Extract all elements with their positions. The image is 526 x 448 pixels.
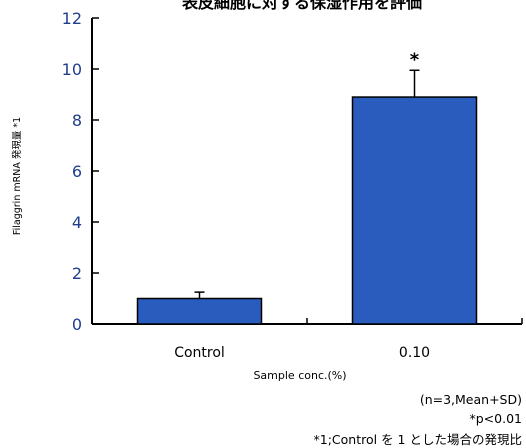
x-axis-label: Sample conc.(%) — [253, 369, 346, 382]
y-tick-label: 8 — [72, 111, 82, 130]
y-tick-label: 6 — [72, 162, 82, 181]
y-tick-label: 10 — [62, 60, 82, 79]
y-tick-label: 4 — [72, 213, 82, 232]
x-tick-label: Control — [174, 345, 225, 361]
significance-note: *p<0.01 — [469, 411, 523, 426]
x-tick-label: 0.10 — [399, 345, 430, 361]
y-tick-label: 12 — [62, 9, 82, 28]
y-tick-label: 2 — [72, 264, 82, 283]
bar-0-10 — [351, 96, 478, 325]
significance-marker: * — [410, 49, 420, 70]
y-tick-label: 0 — [72, 315, 82, 334]
footnote-ratio: *1;Control を 1 とした場合の発現比 — [313, 432, 522, 447]
sample-size-note: (n=3,Mean+SD) — [419, 392, 522, 407]
chart-title: 表皮細胞に対する保湿作用を評価 — [181, 0, 422, 12]
y-axis-label: Filaggrin mRNA 発現量 *1 — [11, 117, 23, 235]
y-axis: 0 2 4 6 8 10 12 — [62, 9, 99, 334]
bars-group: Control * 0.10 — [136, 49, 478, 361]
bar-control — [136, 297, 263, 325]
